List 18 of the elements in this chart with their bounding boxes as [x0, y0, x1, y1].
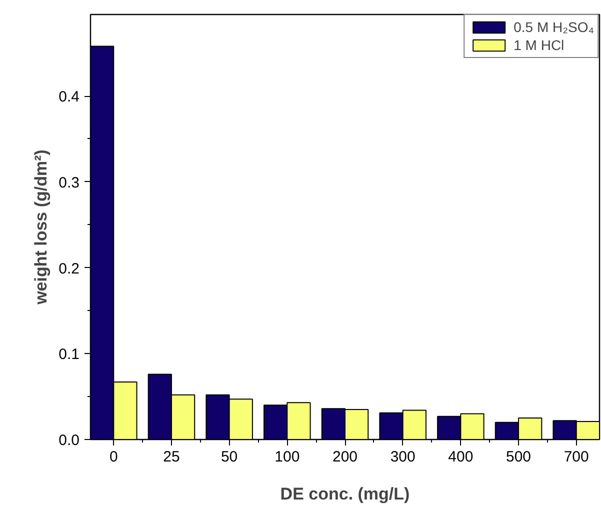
x-tick-label: 400 — [448, 448, 474, 466]
x-tick-label: 25 — [163, 448, 180, 466]
x-tick-label: 50 — [220, 448, 238, 466]
x-tick-label: 700 — [564, 448, 589, 466]
y-tick-label: 0.0 — [58, 432, 80, 449]
legend-label: 0.5 M H₂SO₄ — [514, 19, 594, 35]
legend-label: 1 M HCl — [514, 37, 564, 53]
y-tick-label: 0.2 — [58, 260, 80, 278]
y-tick-label: 0.1 — [58, 346, 80, 364]
x-tick-label: 100 — [274, 448, 300, 466]
x-tick-label: 200 — [332, 448, 358, 466]
x-axis-title: DE conc. (mg/L) — [280, 484, 410, 504]
y-tick-label: 0.4 — [58, 88, 80, 106]
y-tick-label: 0.3 — [58, 174, 80, 192]
x-tick-label: 0 — [109, 448, 118, 466]
x-tick-label: 300 — [390, 448, 416, 466]
x-tick-label: 500 — [506, 448, 532, 466]
y-axis-title: weight loss (g/dm²) — [32, 150, 51, 306]
